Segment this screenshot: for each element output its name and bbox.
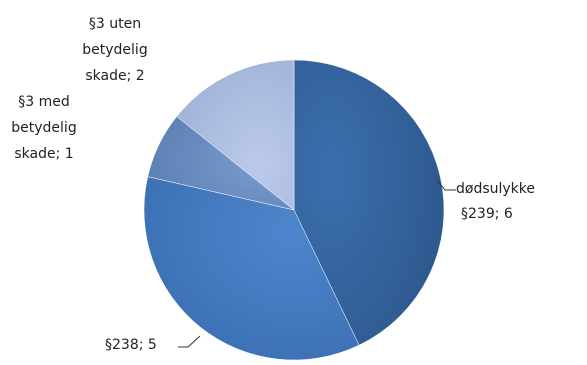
pie-slice-dodsulykke xyxy=(293,59,445,346)
leader-dodsulykke xyxy=(436,179,456,191)
label-3-med: §3 med betydelig skade; 1 xyxy=(11,94,76,162)
label-dodsulykke: dødsulykke §239; 6 xyxy=(456,181,535,222)
label-3-uten: §3 uten betydelig skade; 2 xyxy=(82,16,147,84)
pie-slice-3-uten xyxy=(176,59,295,211)
pie-slice-238 xyxy=(143,176,360,361)
leader-238 xyxy=(178,335,201,348)
label-238: §238; 5 xyxy=(105,337,157,353)
